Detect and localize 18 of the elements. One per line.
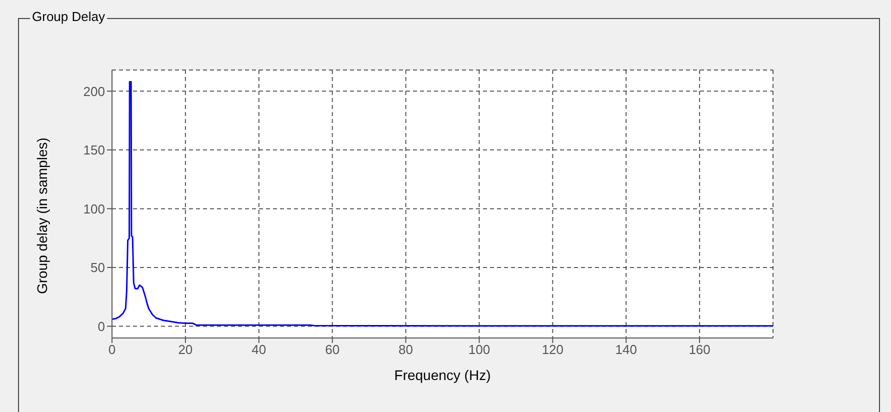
x-tick-label: 0 [108,342,116,358]
y-axis-title: Group delay (in samples) [34,138,50,294]
chart-title: Group Delay [30,9,107,24]
y-tick-label: 100 [83,201,105,216]
x-tick-label: 100 [468,342,490,358]
x-tick-label: 160 [688,342,710,358]
y-tick-label: 200 [83,84,105,99]
x-tick-label: 80 [398,342,414,358]
x-tick-label: 140 [615,342,637,358]
x-tick-label: 120 [542,342,564,358]
x-tick-label: 60 [325,342,340,358]
y-tick-label: 150 [83,142,105,158]
y-tick-label: 0 [98,318,105,334]
line-series [112,81,773,327]
x-tick-label: 20 [178,342,193,358]
y-tick-label: 50 [90,260,105,276]
x-axis-title: Frequency (Hz) [394,367,491,383]
x-tick-label: 40 [252,342,266,358]
